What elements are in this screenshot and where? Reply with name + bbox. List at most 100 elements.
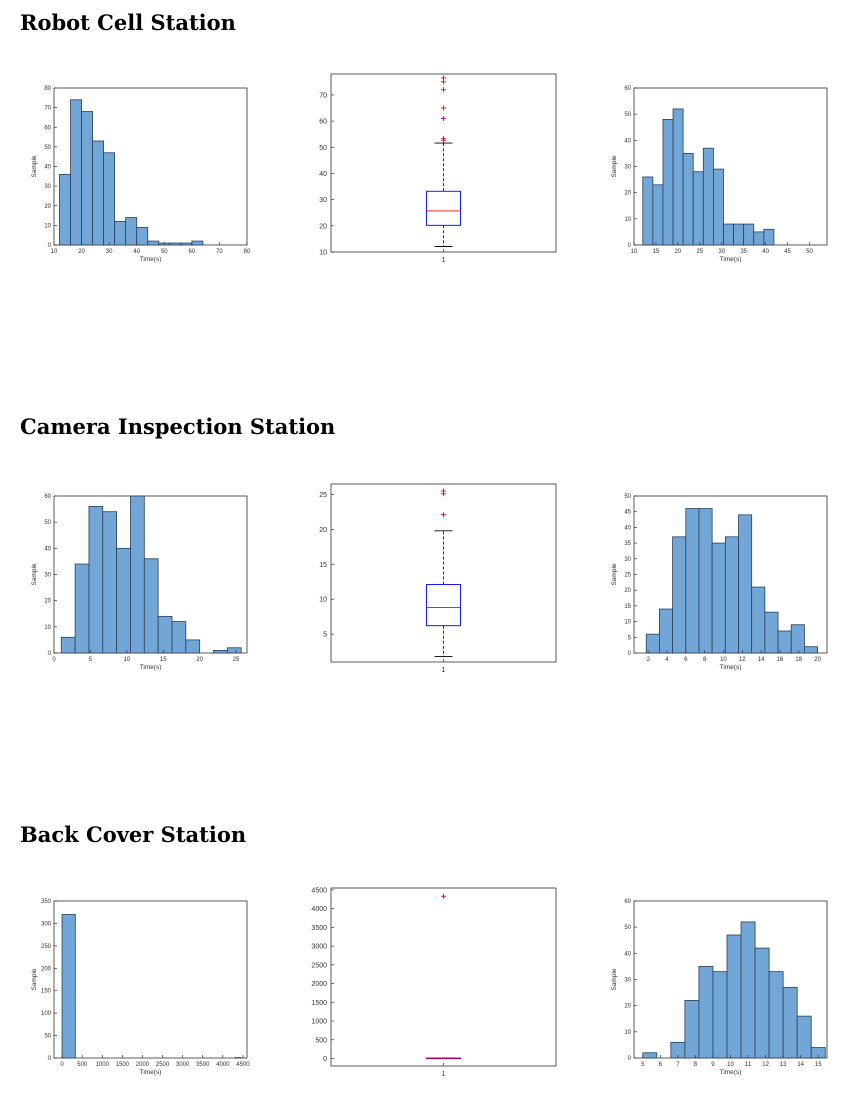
histogram-bar (733, 223, 745, 246)
x-axis-label: Time(s) (140, 256, 162, 263)
y-tick-label: 500 (315, 1037, 327, 1044)
x-tick-label: 5 (89, 657, 93, 663)
backcover-histogram-raw: 0 500 1000 1500 2000 2500 3000 3500 4000 4500 0 50 1… (31, 899, 250, 1076)
histogram-bar (763, 228, 775, 246)
outlier-marker (441, 75, 446, 81)
y-tick-label: 350 (41, 899, 52, 905)
x-tick-label: 12 (739, 657, 746, 663)
histogram-bar (804, 646, 818, 654)
x-tick-label: 1000 (96, 1062, 110, 1068)
x-tick-label: 1 (442, 257, 446, 264)
y-tick-label: 30 (624, 557, 631, 563)
histogram-bar (114, 221, 127, 246)
x-tick-label: 8 (694, 1062, 698, 1068)
histogram-bar (130, 495, 145, 654)
histogram-bar (143, 558, 159, 654)
camera-histogram-clean: 2 4 6 8 10 12 14 16 18 20 0 5 10 15 20 25 30 35 40 45 50 Time… (611, 494, 828, 671)
y-tick-label: 40 (44, 165, 51, 171)
x-tick-label: 20 (78, 249, 85, 255)
histogram-bar (726, 934, 742, 1059)
histogram-bar (738, 514, 753, 654)
y-tick-label: 25 (624, 573, 631, 579)
y-tick-label: 30 (44, 184, 51, 190)
y-tick-label: 5 (323, 632, 327, 639)
backcover-histogram-clean: 5 6 7 8 9 10 11 12 13 14 15 0 10 20 30 40 50 60 Time(s) Sam… (611, 899, 828, 1076)
y-tick-label: 0 (48, 651, 52, 657)
x-tick-label: 15 (653, 249, 660, 255)
x-axis-label: Time(s) (140, 664, 162, 671)
y-tick-label: 20 (624, 588, 631, 594)
histogram-bar (659, 608, 674, 654)
y-tick-label: 1000 (311, 1019, 327, 1026)
x-tick-label: 2500 (156, 1062, 170, 1068)
y-tick-label: 30 (624, 978, 631, 984)
histogram-bar (102, 511, 118, 654)
histogram-bar (768, 971, 784, 1059)
y-tick-label: 10 (44, 223, 51, 229)
x-tick-label: 15 (160, 657, 167, 663)
y-tick-label: 50 (624, 925, 631, 931)
x-tick-label: 4 (665, 657, 669, 663)
y-tick-label: 10 (319, 250, 327, 257)
outlier-marker (441, 87, 446, 93)
histogram-bar (81, 111, 94, 246)
x-tick-label: 45 (784, 249, 791, 255)
histogram-bar (754, 947, 770, 1059)
y-tick-label: 80 (44, 86, 51, 92)
histogram-bar (672, 108, 684, 246)
histogram-bar (723, 223, 734, 246)
histogram-bar (226, 647, 242, 654)
histogram-bar (642, 1052, 658, 1059)
y-tick-label: 30 (44, 573, 51, 579)
histogram-bar (753, 231, 765, 246)
histogram-bar (782, 986, 798, 1059)
x-tick-label: 40 (133, 249, 140, 255)
histogram-bar (662, 119, 674, 246)
histogram-bar (712, 971, 728, 1059)
y-tick-label: 40 (624, 525, 631, 531)
histogram-bar (60, 636, 76, 654)
x-tick-label: 2 (646, 657, 650, 663)
histogram-bar (751, 586, 766, 654)
histogram-bar (180, 242, 193, 246)
histogram-bar (743, 223, 755, 246)
y-tick-label: 60 (624, 86, 631, 92)
x-tick-label: 13 (780, 1062, 787, 1068)
x-tick-label: 8 (703, 657, 707, 663)
y-tick-label: 50 (44, 1034, 51, 1040)
x-tick-label: 14 (797, 1062, 804, 1068)
x-tick-label: 0 (60, 1062, 64, 1068)
histogram-bar (171, 621, 187, 654)
y-tick-label: 40 (319, 171, 327, 178)
plot-frame (53, 900, 248, 1059)
histogram-bar (103, 152, 116, 246)
x-tick-label: 20 (814, 657, 821, 663)
y-tick-label: 2000 (311, 981, 327, 988)
robot-histogram-raw: 10 20 30 40 50 60 70 8001020304050607080Time(s)… (31, 86, 251, 263)
x-tick-label: 4000 (216, 1062, 230, 1068)
y-axis-label: Sample (31, 155, 38, 177)
x-tick-label: 9 (711, 1062, 715, 1068)
histogram-bar (59, 173, 71, 246)
y-tick-label: 0 (48, 1056, 52, 1062)
y-tick-label: 40 (624, 951, 631, 957)
y-axis-label: Sample (31, 968, 38, 990)
histogram-bar (74, 563, 90, 654)
y-tick-label: 50 (44, 145, 51, 151)
y-tick-label: 3000 (311, 944, 327, 951)
histogram-bar (684, 1000, 700, 1059)
x-tick-label: 35 (740, 249, 747, 255)
x-tick-label: 18 (795, 657, 802, 663)
y-tick-label: 4000 (311, 906, 327, 913)
plot-frame (330, 887, 557, 1067)
x-tick-label: 10 (51, 249, 58, 255)
histogram-bar (116, 547, 131, 654)
histogram-bar (185, 639, 201, 654)
y-axis-label: Sample (31, 563, 38, 585)
plot-frame (330, 73, 557, 253)
x-tick-label: 16 (777, 657, 784, 663)
y-tick-label: 20 (624, 1004, 631, 1010)
y-tick-label: 70 (44, 106, 51, 112)
y-tick-label: 15 (319, 562, 327, 569)
y-tick-label: 10 (319, 597, 327, 604)
